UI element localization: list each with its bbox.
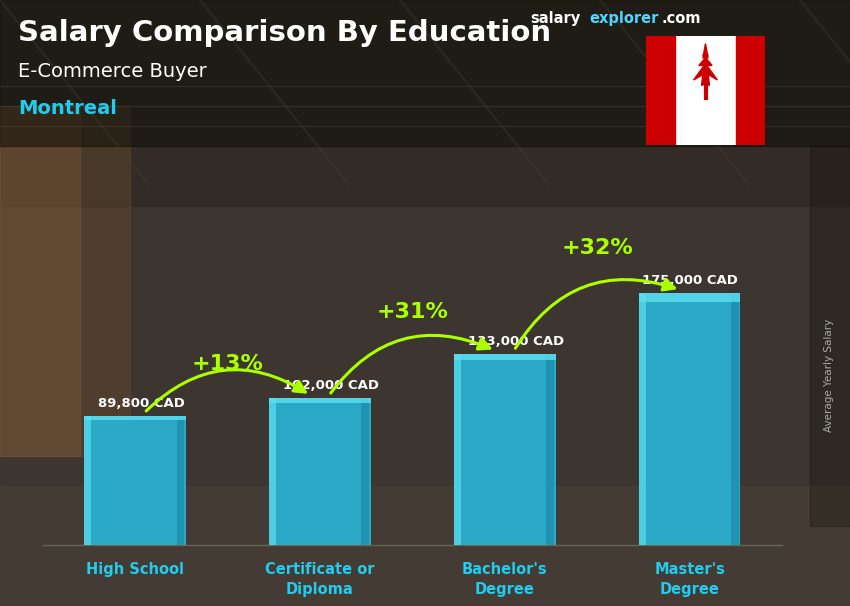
Text: +32%: +32% bbox=[561, 238, 633, 258]
Text: 102,000 CAD: 102,000 CAD bbox=[283, 379, 379, 393]
Text: Average Yearly Salary: Average Yearly Salary bbox=[824, 319, 834, 432]
Text: Salary Comparison By Education: Salary Comparison By Education bbox=[18, 19, 551, 47]
Text: 89,800 CAD: 89,800 CAD bbox=[98, 397, 184, 410]
Bar bbox=[547, 353, 553, 545]
Bar bbox=[0, 106, 80, 456]
Bar bbox=[638, 293, 646, 545]
Text: salary: salary bbox=[530, 11, 581, 26]
Text: Montreal: Montreal bbox=[18, 99, 116, 118]
Bar bbox=[84, 416, 92, 545]
Bar bbox=[0, 106, 130, 456]
Bar bbox=[638, 293, 740, 545]
Bar bbox=[269, 398, 371, 404]
Bar bbox=[361, 398, 369, 545]
Bar bbox=[454, 353, 556, 360]
Bar bbox=[84, 416, 186, 545]
Text: +31%: +31% bbox=[377, 302, 448, 322]
Bar bbox=[0, 0, 850, 206]
Bar bbox=[454, 353, 556, 545]
Polygon shape bbox=[694, 44, 717, 85]
Bar bbox=[454, 353, 462, 545]
Text: 175,000 CAD: 175,000 CAD bbox=[642, 274, 738, 287]
Text: .com: .com bbox=[662, 11, 701, 26]
Bar bbox=[84, 416, 186, 421]
Bar bbox=[269, 398, 371, 545]
Text: E-Commerce Buyer: E-Commerce Buyer bbox=[18, 62, 207, 81]
Text: 133,000 CAD: 133,000 CAD bbox=[468, 335, 564, 348]
Bar bbox=[0, 0, 850, 146]
Bar bbox=[731, 293, 739, 545]
Bar bbox=[810, 146, 850, 526]
Bar bbox=[0, 486, 850, 606]
Text: explorer: explorer bbox=[589, 11, 659, 26]
Text: +13%: +13% bbox=[191, 354, 264, 374]
Bar bbox=[638, 293, 740, 302]
Bar bbox=[269, 398, 276, 545]
Bar bbox=[736, 36, 765, 145]
Bar bbox=[177, 416, 184, 545]
Bar bbox=[646, 36, 675, 145]
